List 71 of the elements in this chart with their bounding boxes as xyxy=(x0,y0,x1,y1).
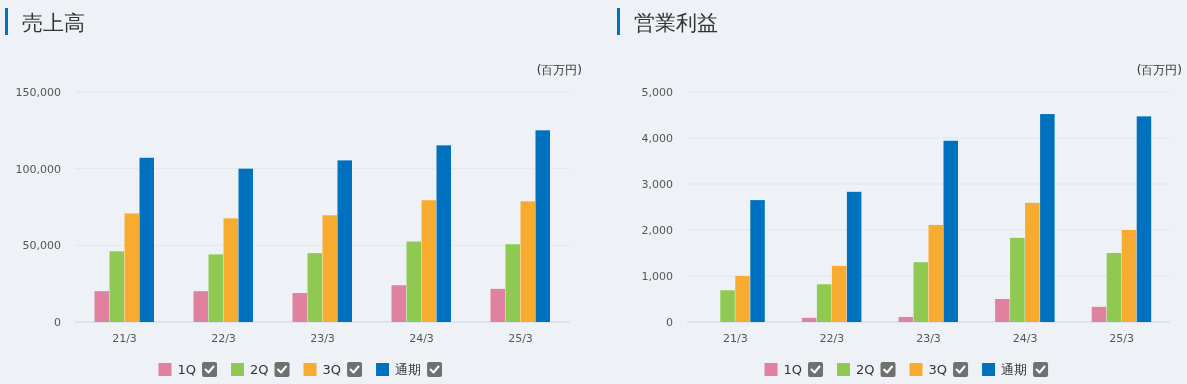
bar xyxy=(735,276,750,322)
x-tick-label: 24/3 xyxy=(1012,332,1038,345)
bar xyxy=(913,262,928,322)
bar xyxy=(1106,253,1122,322)
bar xyxy=(490,288,505,322)
bar xyxy=(943,140,958,322)
bar xyxy=(109,251,124,322)
chart-title: 営業利益 xyxy=(634,11,718,35)
x-tick-label: 23/3 xyxy=(916,332,941,345)
bar xyxy=(1136,116,1152,322)
bar xyxy=(223,218,238,322)
bar xyxy=(292,293,307,322)
legend-label: 2Q xyxy=(856,362,875,377)
y-tick-label: 50,000 xyxy=(22,239,61,253)
bar xyxy=(750,200,765,322)
bar xyxy=(846,191,862,322)
bar xyxy=(928,224,943,322)
x-tick-label: 21/3 xyxy=(112,332,137,345)
x-tick-label: 25/3 xyxy=(1109,332,1135,345)
y-tick-label: 4,000 xyxy=(641,132,673,145)
bar xyxy=(337,160,352,322)
bar xyxy=(505,244,520,322)
x-tick-label: 23/3 xyxy=(310,332,335,345)
bar xyxy=(406,241,421,322)
bar xyxy=(436,145,451,322)
y-tick-label: 0 xyxy=(54,316,61,329)
bar xyxy=(124,213,139,322)
bar xyxy=(1010,237,1025,322)
bar xyxy=(898,316,913,322)
bar xyxy=(421,200,436,322)
bar xyxy=(995,299,1010,322)
bar xyxy=(535,130,550,322)
y-tick-label: 3,000 xyxy=(641,178,673,191)
bar xyxy=(831,265,847,322)
legend-label: 3Q xyxy=(928,362,948,377)
bar xyxy=(720,290,735,322)
bar xyxy=(322,215,337,322)
legend-label: 3Q xyxy=(322,362,342,377)
bar xyxy=(1040,114,1055,322)
y-tick-label: 1,000 xyxy=(641,270,673,283)
x-tick-label: 24/3 xyxy=(409,332,434,345)
chart-title: 売上高 xyxy=(22,11,85,35)
y-tick-label: 2,000 xyxy=(641,224,673,237)
y-axis-title: (百万円) xyxy=(536,63,582,77)
bar xyxy=(801,317,817,322)
x-tick-label: 25/3 xyxy=(508,332,533,345)
bar xyxy=(193,291,208,322)
bar xyxy=(307,253,322,322)
bar xyxy=(816,284,832,322)
legend-label: 通期 xyxy=(395,362,422,377)
x-tick-label: 21/3 xyxy=(722,332,748,345)
bar xyxy=(1025,202,1040,322)
bar xyxy=(1121,230,1137,322)
bar xyxy=(520,201,535,322)
legend-label: 通期 xyxy=(1001,362,1028,377)
y-tick-label: 5,000 xyxy=(641,86,673,99)
bar xyxy=(1091,306,1107,322)
bar xyxy=(94,291,109,322)
y-tick-label: 100,000 xyxy=(15,162,61,176)
bar xyxy=(238,168,253,322)
y-axis-title: (百万円) xyxy=(1136,63,1182,77)
legend-label: 1Q xyxy=(783,362,803,377)
bar xyxy=(208,254,223,322)
bar xyxy=(391,285,406,322)
bar xyxy=(139,157,154,322)
legend-label: 1Q xyxy=(177,362,197,377)
x-tick-label: 22/3 xyxy=(211,332,236,345)
legend-label: 2Q xyxy=(250,362,269,377)
y-tick-label: 150,000 xyxy=(15,86,61,99)
x-tick-label: 22/3 xyxy=(819,332,845,345)
y-tick-label: 0 xyxy=(666,316,673,329)
